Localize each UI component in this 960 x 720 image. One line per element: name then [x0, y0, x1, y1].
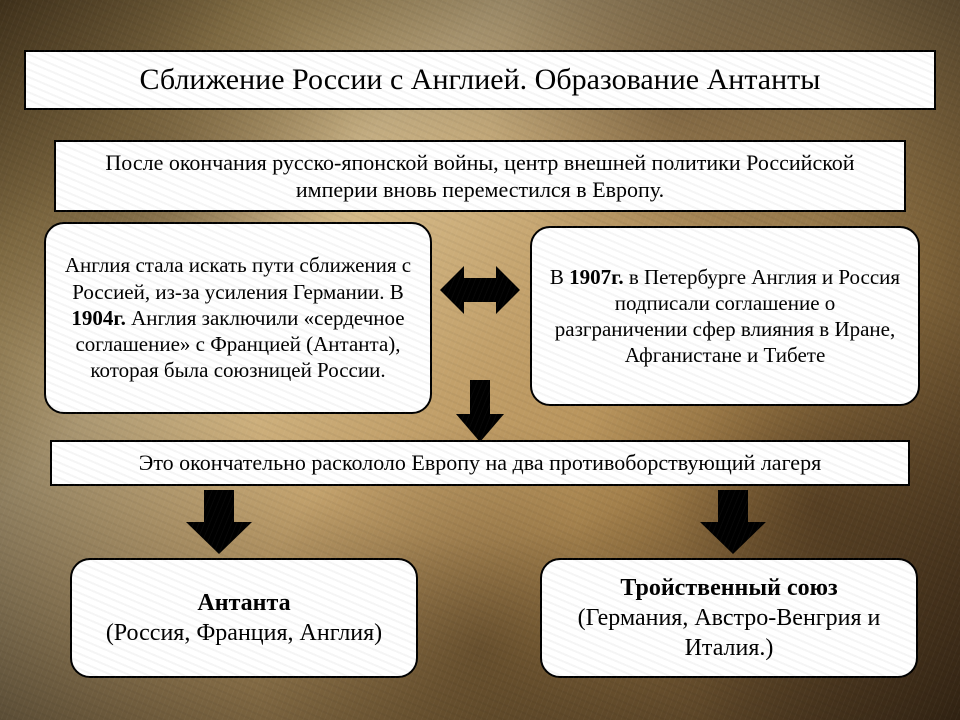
double-arrow-icon: [440, 262, 520, 318]
camp-right-text: Тройственный союз (Германия, Австро-Венг…: [558, 573, 900, 663]
split-text: Это окончательно раскололо Европу на два…: [139, 449, 821, 477]
page-title: Сближение России с Англией. Образование …: [24, 50, 936, 110]
down-arrow-center-icon: [456, 380, 504, 442]
left-pre: Англия стала искать пути сближения с Рос…: [65, 253, 411, 303]
title-text: Сближение России с Англией. Образование …: [140, 61, 821, 99]
right-bold: 1907г.: [569, 265, 623, 289]
camp-left-box: Антанта (Россия, Франция, Англия): [70, 558, 418, 678]
camp-right-box: Тройственный союз (Германия, Австро-Венг…: [540, 558, 918, 678]
right-info-box: В 1907г. в Петербурге Англия и Россия по…: [530, 226, 920, 406]
camp-left-title: Антанта: [197, 590, 290, 616]
down-arrow-left-icon: [186, 490, 252, 554]
left-info-text: Англия стала искать пути сближения с Рос…: [62, 252, 414, 383]
camp-left-text: Антанта (Россия, Франция, Англия): [106, 588, 382, 648]
subtitle-text: После окончания русско-японской войны, ц…: [72, 149, 888, 204]
left-info-box: Англия стала искать пути сближения с Рос…: [44, 222, 432, 414]
left-bold: 1904г.: [71, 306, 125, 330]
camp-right-members: (Германия, Австро-Венгрия и Италия.): [578, 605, 881, 661]
right-info-text: В 1907г. в Петербурге Англия и Россия по…: [548, 264, 902, 369]
subtitle-box: После окончания русско-японской войны, ц…: [54, 140, 906, 212]
down-arrow-right-icon: [700, 490, 766, 554]
camp-left-members: (Россия, Франция, Англия): [106, 620, 382, 646]
split-box: Это окончательно раскололо Европу на два…: [50, 440, 910, 486]
camp-right-title: Тройственный союз: [620, 575, 837, 601]
right-pre: В: [550, 265, 569, 289]
